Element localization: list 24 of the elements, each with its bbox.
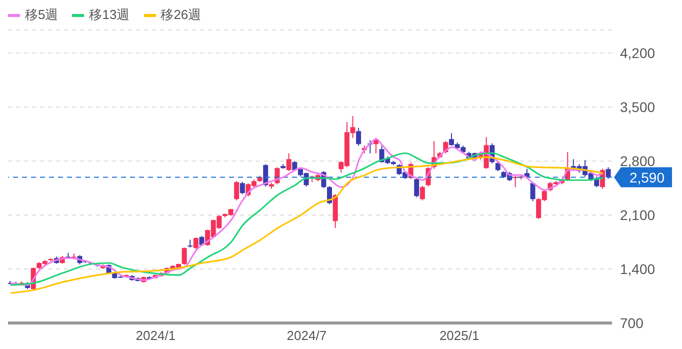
candlestick xyxy=(356,127,362,146)
legend-label: 移13週 xyxy=(89,6,130,24)
y-tick-label: 1,400 xyxy=(620,260,656,277)
x-tick-label: 2024/1 xyxy=(136,328,176,344)
ref-line-label: 2,590 xyxy=(629,169,665,186)
x-tick-label: 2024/7 xyxy=(286,328,327,344)
candlestick xyxy=(414,178,420,198)
candlestick xyxy=(193,236,198,250)
candlestick xyxy=(182,246,187,266)
y-tick-label: 2,800 xyxy=(620,153,656,170)
y-tick-label: 4,200 xyxy=(620,45,656,62)
x-tick-label: 2025/1 xyxy=(439,328,480,344)
candlestick xyxy=(606,166,611,180)
y-tick-label: 2,100 xyxy=(620,207,656,224)
candlestick xyxy=(188,239,193,248)
y-tick-label: 3,500 xyxy=(620,99,656,116)
candlestick xyxy=(420,185,425,201)
legend-label: 移26週 xyxy=(160,6,202,24)
candlestick xyxy=(234,180,240,201)
candlestick xyxy=(286,152,292,172)
candlestick xyxy=(240,181,245,195)
y-tick-label: 700 xyxy=(620,314,644,331)
legend-label: 移5週 xyxy=(25,6,58,24)
candlestick xyxy=(495,161,500,172)
